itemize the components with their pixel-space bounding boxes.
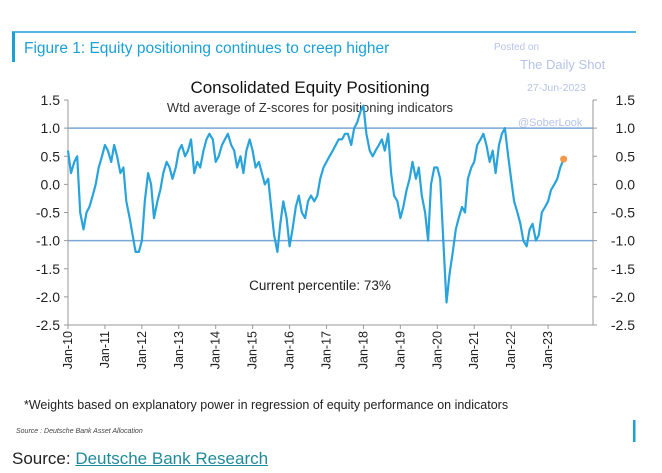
x-tick-label: Jan-13 bbox=[172, 331, 186, 369]
last-point-marker bbox=[560, 155, 568, 163]
y-tick-label-left: -2.0 bbox=[36, 289, 60, 305]
series-line bbox=[66, 104, 565, 304]
y-tick-label-right: 1.0 bbox=[616, 120, 636, 136]
figure-panel: Figure 1: Equity positioning continues t… bbox=[10, 12, 638, 444]
watermark-handle: @SoberLook bbox=[518, 117, 583, 129]
source-line: Source: Deutsche Bank Research bbox=[12, 449, 268, 469]
watermark-source: The Daily Shot bbox=[520, 57, 606, 72]
y-tick-label-left: -1.0 bbox=[36, 233, 60, 249]
y-tick-label-left: 1.0 bbox=[41, 120, 61, 136]
y-tick-label-right: -2.0 bbox=[611, 289, 635, 305]
x-tick-label: Jan-15 bbox=[246, 331, 260, 369]
source-small: Source : Deutsche Bank Asset Allocation bbox=[16, 428, 143, 435]
chart-subtitle: Wtd average of Z-scores for positioning … bbox=[167, 100, 454, 115]
watermark-posted: Posted on bbox=[494, 42, 539, 53]
footnote: *Weights based on explanatory power in r… bbox=[24, 398, 508, 412]
x-tick-label: Jan-10 bbox=[61, 331, 75, 369]
y-tick-label-right: -1.5 bbox=[611, 261, 635, 277]
x-tick-label: Jan-17 bbox=[320, 331, 334, 369]
x-tick-label: Jan-14 bbox=[209, 331, 223, 369]
y-axis-ticks: 1.5 1.5 1.0 1.0 0.5 0.5 0.0 0.0 -0.5 -0.5 -1.0 -1.0… bbox=[36, 92, 635, 333]
y-tick-label-right: -1.0 bbox=[611, 233, 635, 249]
header-accent-bar bbox=[12, 32, 15, 62]
chart: Figure 1: Equity positioning continues t… bbox=[12, 31, 636, 442]
x-tick-label: Jan-22 bbox=[504, 331, 518, 369]
x-tick-label: Jan-20 bbox=[430, 331, 444, 369]
x-tick-label: Jan-12 bbox=[135, 331, 149, 369]
x-tick-label: Jan-11 bbox=[98, 331, 112, 368]
y-tick-label-left: -2.5 bbox=[36, 317, 60, 333]
y-tick-label-left: 1.5 bbox=[41, 92, 61, 108]
y-tick-label-left: -1.5 bbox=[36, 261, 60, 277]
percentile-annotation: Current percentile: 73% bbox=[249, 278, 391, 293]
y-tick-label-right: -0.5 bbox=[611, 205, 635, 221]
footer-accent-bar bbox=[633, 420, 636, 442]
y-tick-label-left: -0.5 bbox=[36, 205, 60, 221]
y-tick-label-right: -2.5 bbox=[611, 317, 635, 333]
figure-title: Figure 1: Equity positioning continues t… bbox=[24, 40, 389, 57]
y-tick-label-right: 1.5 bbox=[616, 92, 636, 108]
x-tick-label: Jan-18 bbox=[356, 331, 370, 369]
y-tick-label-right: 0.0 bbox=[616, 176, 636, 192]
x-tick-label: Jan-19 bbox=[393, 331, 407, 369]
source-link[interactable]: Deutsche Bank Research bbox=[75, 449, 269, 468]
chart-title: Consolidated Equity Positioning bbox=[190, 78, 429, 97]
watermark-date: 27-Jun-2023 bbox=[527, 82, 586, 94]
y-tick-label-left: 0.0 bbox=[41, 176, 61, 192]
x-axis-ticks: Jan-10 Jan-11 Jan-12 Jan-13 Jan-14 Jan-15 Jan-… bbox=[61, 325, 555, 369]
x-tick-label: Jan-23 bbox=[541, 331, 555, 369]
y-tick-label-left: 0.5 bbox=[41, 148, 61, 164]
x-tick-label: Jan-21 bbox=[467, 331, 481, 369]
y-tick-label-right: 0.5 bbox=[616, 148, 636, 164]
x-tick-label: Jan-16 bbox=[283, 331, 297, 369]
source-prefix: Source: bbox=[12, 449, 76, 468]
